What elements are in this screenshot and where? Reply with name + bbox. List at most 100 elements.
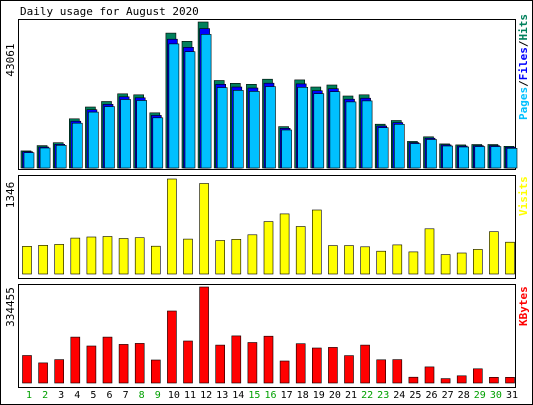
visits-bar-day-4 (70, 237, 81, 275)
kbytes-bar-day-25 (408, 376, 419, 384)
day-label-6: 6 (106, 390, 112, 401)
pages-bar-day-8 (136, 100, 147, 169)
pages-bar-day-11 (184, 51, 196, 169)
visits-bar-day-7 (118, 238, 129, 275)
pages-bar-day-2 (39, 147, 51, 169)
visits-bar-day-14 (231, 239, 242, 275)
kbytes-bar-day-13 (215, 344, 225, 384)
kbytes-bar-day-11 (183, 340, 193, 384)
kbytes-bar-day-17 (279, 360, 290, 384)
day-label-17: 17 (281, 390, 293, 401)
visits-bar-day-29 (472, 249, 483, 275)
kbytes-legend: KBytes (517, 286, 530, 326)
day-label-15: 15 (248, 390, 260, 401)
visits-bar-day-24 (392, 244, 403, 275)
pages-bar-day-25 (410, 143, 421, 169)
visits-bar-day-22 (360, 246, 370, 275)
visits-legend: Visits (517, 176, 530, 216)
pages-bar-day-6 (104, 106, 115, 169)
kbytes-bar-day-16 (263, 335, 274, 384)
pages-bar-day-26 (426, 139, 437, 169)
kbytes-ymax-label: 334455 (4, 287, 17, 327)
visits-panel-frame (18, 175, 516, 279)
pages-bar-day-7 (120, 99, 131, 169)
kbytes-bar-day-22 (360, 344, 370, 384)
pages-bar-day-13 (216, 87, 228, 169)
kbytes-bar-day-29 (472, 368, 483, 384)
pages-bar-day-10 (168, 43, 180, 169)
day-label-1: 1 (26, 390, 32, 401)
visits-bar-day-5 (86, 236, 97, 275)
visits-bar-day-6 (102, 236, 113, 275)
visits-bar-day-26 (424, 228, 435, 275)
visits-ymax-label: 1346 (4, 182, 17, 209)
visits-bar-day-1 (22, 246, 32, 275)
kbytes-panel-frame (18, 284, 516, 388)
pages-bar-day-20 (329, 91, 341, 169)
day-label-21: 21 (345, 390, 357, 401)
visits-bar-day-9 (151, 245, 161, 275)
hits-panel-frame (18, 19, 516, 170)
day-label-19: 19 (313, 390, 325, 401)
kbytes-bar-day-21 (344, 355, 354, 384)
visits-bar-day-19 (311, 209, 322, 275)
kbytes-bar-day-31 (505, 376, 515, 384)
visits-bar-day-12 (199, 183, 209, 275)
day-label-20: 20 (329, 390, 341, 401)
day-labels: 1 2 3 4 5 6 7 8 9 10 11 12 13 14 15 16 17 18 19 20 21 22 23 24 2… (26, 390, 518, 401)
pages-bar-day-1 (23, 152, 35, 169)
visits-bar-day-16 (263, 221, 274, 275)
pages-bar-day-29 (474, 146, 486, 169)
chart-title: Daily usage for August 2020 (20, 5, 199, 18)
visits-bar-day-21 (344, 245, 354, 275)
legend-pages: Pages (517, 87, 530, 120)
visits-bar-day-30 (489, 231, 499, 275)
day-label-2: 2 (42, 390, 48, 401)
visits-bar-day-15 (247, 234, 258, 275)
visits-bar-day-18 (295, 226, 306, 275)
pages-bar-day-3 (55, 145, 67, 169)
pages-bar-day-19 (313, 93, 325, 169)
kbytes-bar-day-18 (295, 343, 306, 384)
day-label-5: 5 (90, 390, 96, 401)
visits-bar-day-31 (505, 241, 515, 275)
day-label-10: 10 (168, 390, 180, 401)
day-label-30: 30 (490, 390, 502, 401)
pages-bar-day-23 (377, 127, 389, 169)
kbytes-bar-day-8 (134, 343, 145, 384)
kbytes-bar-day-24 (392, 359, 403, 384)
day-label-23: 23 (377, 390, 389, 401)
visits-bar-day-20 (328, 245, 338, 275)
legend-hits: Hits (517, 14, 530, 41)
visits-bar-day-2 (38, 245, 48, 275)
day-label-18: 18 (297, 390, 309, 401)
kbytes-bars (22, 286, 515, 384)
hits-bars (20, 21, 518, 169)
visits-bar-day-3 (54, 244, 65, 275)
visits-bar-day-17 (279, 213, 290, 275)
kbytes-bar-day-26 (424, 366, 435, 384)
day-label-28: 28 (458, 390, 470, 401)
kbytes-bar-day-3 (54, 359, 65, 384)
pages-bar-day-27 (442, 145, 453, 169)
pages-bar-day-31 (506, 148, 518, 169)
kbytes-bar-day-1 (22, 355, 32, 384)
pages-bar-day-9 (152, 117, 164, 169)
kbytes-bar-day-30 (489, 376, 499, 384)
day-label-29: 29 (474, 390, 486, 401)
visits-bar-day-8 (134, 237, 145, 275)
kbytes-bar-day-14 (231, 335, 242, 384)
pages-bar-day-17 (281, 129, 292, 169)
hits-ymax-label: 43061 (4, 43, 17, 76)
day-label-22: 22 (361, 390, 373, 401)
kbytes-bar-day-5 (86, 345, 97, 384)
day-label-12: 12 (200, 390, 212, 401)
kbytes-bar-day-7 (118, 344, 129, 384)
day-label-8: 8 (139, 390, 145, 401)
day-label-31: 31 (506, 390, 518, 401)
legend-sep-1: / (517, 80, 530, 87)
day-label-27: 27 (442, 390, 454, 401)
day-label-9: 9 (155, 390, 161, 401)
visits-bar-day-28 (456, 252, 467, 275)
kbytes-bar-day-15 (247, 342, 258, 384)
